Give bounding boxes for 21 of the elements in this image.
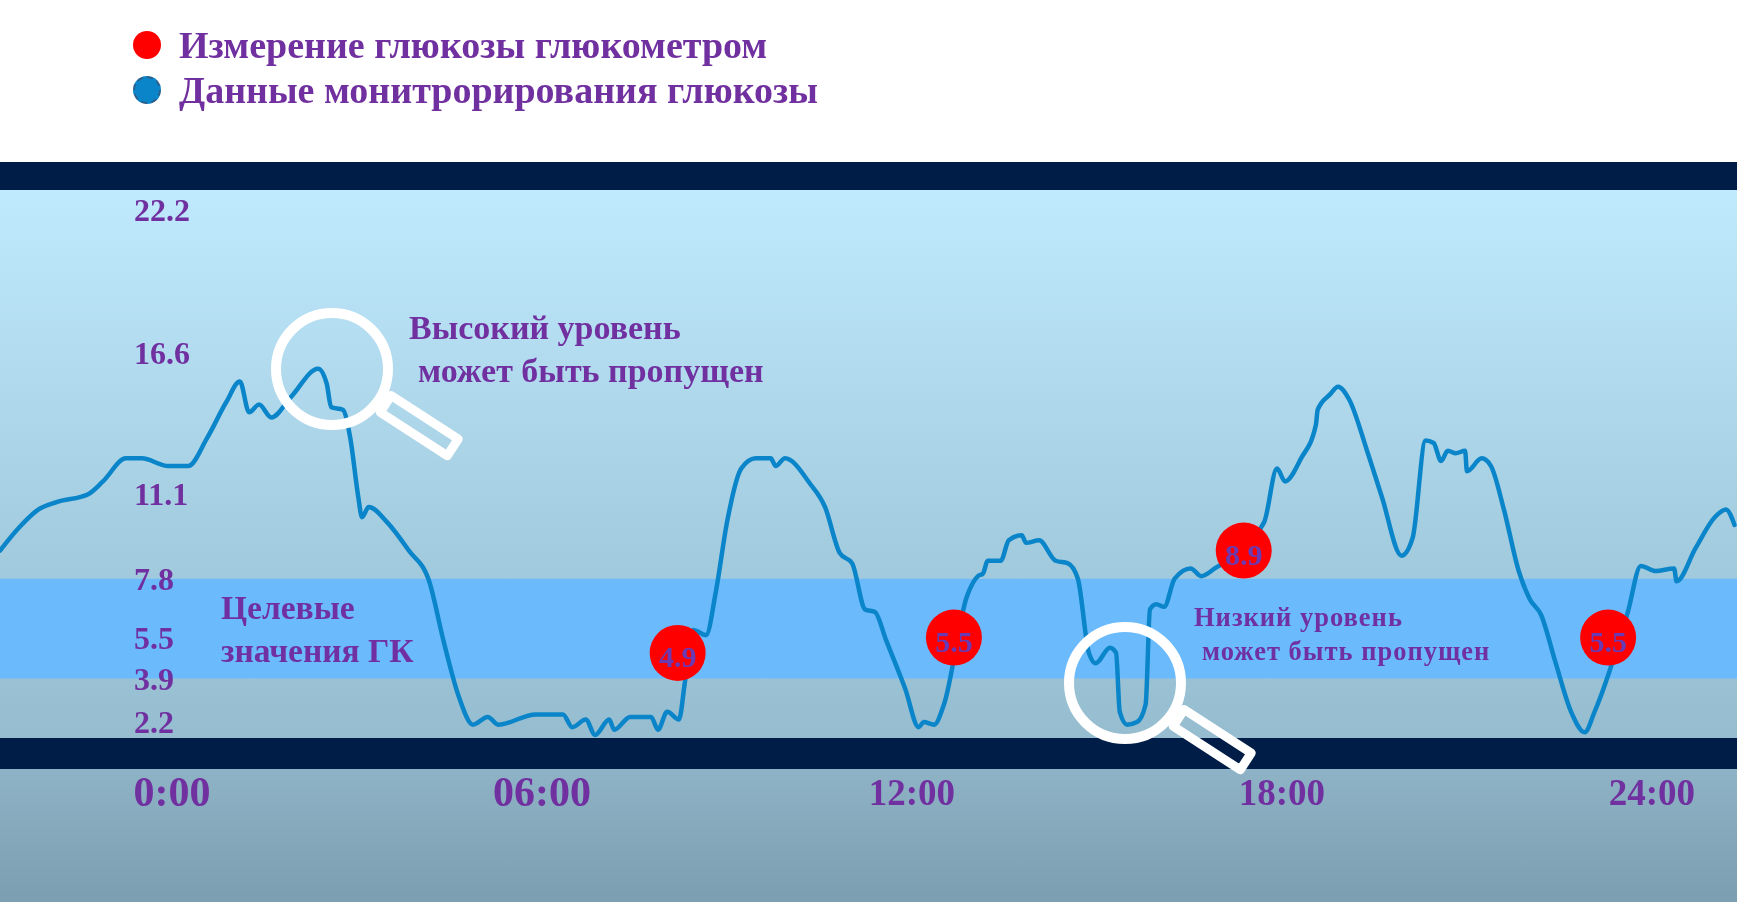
band-label: Целевые значения ГК (221, 588, 414, 669)
x-tick-label: 06:00 (493, 769, 591, 815)
x-tick-label: 18:00 (1238, 771, 1326, 813)
x-tick-label: 12:00 (868, 771, 956, 813)
y-tick-label: 3.9 (134, 660, 174, 697)
x-tick-label: 0:00 (133, 769, 211, 815)
legend-label: Данные монитрорирования глюкозы (179, 67, 819, 112)
annotation: Низкий уровень может быть пропущен (1194, 602, 1491, 666)
data-label: 5.5 (1589, 625, 1627, 659)
y-tick-label: 2.2 (134, 704, 174, 741)
data-label: 5.5 (935, 625, 973, 659)
legend-label: Измерение глюкозы глюкометром (179, 22, 768, 67)
annotation: Высокий уровень может быть пропущен (409, 308, 764, 388)
y-tick-label: 5.5 (134, 619, 174, 656)
x-tick-label: 24:00 (1608, 771, 1696, 813)
y-tick-label: 7.8 (134, 560, 174, 597)
y-tick-label: 22.2 (134, 192, 190, 228)
data-label: 4.9 (658, 640, 697, 674)
y-tick-label: 11.1 (134, 476, 189, 513)
data-label: 8.9 (1224, 538, 1263, 572)
y-tick-label: 16.6 (134, 335, 190, 372)
